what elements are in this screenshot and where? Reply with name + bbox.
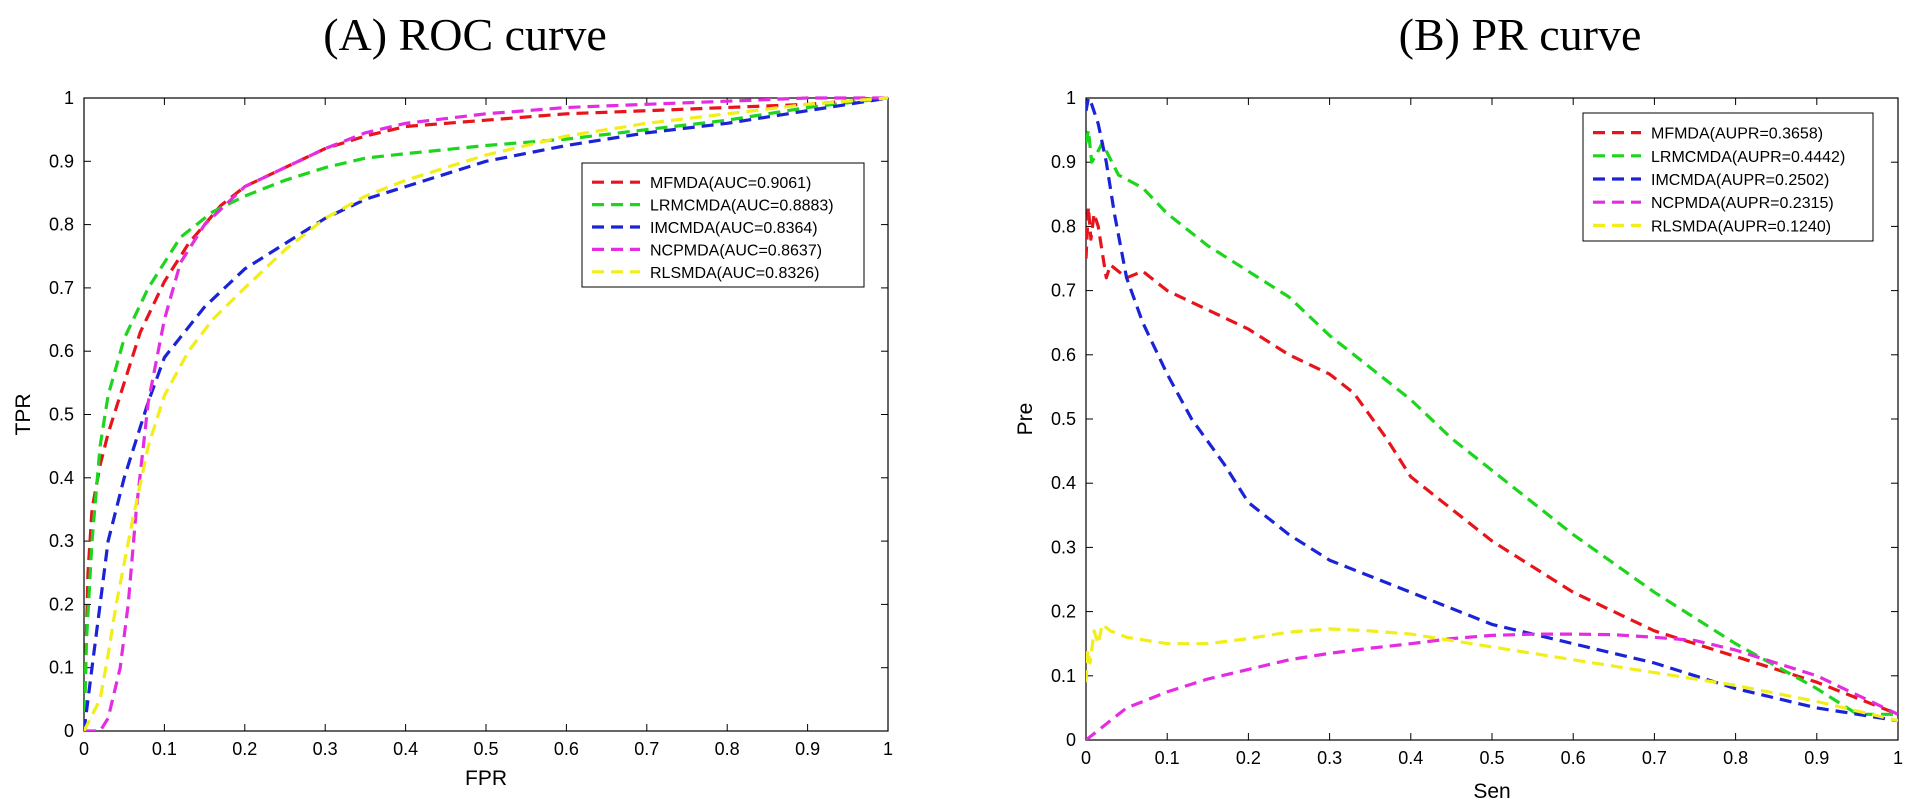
roc-ytick-label: 0.4 — [49, 468, 74, 488]
pr-series-line-2 — [1086, 96, 1898, 723]
pr-ytick-label: 0 — [1066, 730, 1076, 750]
pr-xtick-label: 0.8 — [1723, 748, 1748, 768]
pr-xtick-label: 1 — [1893, 748, 1903, 768]
pr-ytick-label: 0.3 — [1051, 537, 1076, 557]
pr-xtick-label: 0.7 — [1642, 748, 1667, 768]
roc-ytick-label: 0.5 — [49, 405, 74, 425]
pr-xtick-label: 0.2 — [1236, 748, 1261, 768]
pr-xtick-label: 0.4 — [1398, 748, 1423, 768]
pr-ytick-label: 0.2 — [1051, 602, 1076, 622]
pr-chart: 0 0.1 0.2 0.3 0.4 0.5 0.6 0.7 0.8 0.9 1 0 0.1 0.2 0.3 0… — [1014, 88, 1903, 803]
roc-xtick-label: 0.3 — [313, 739, 338, 759]
roc-xtick-label: 0.6 — [554, 739, 579, 759]
pr-legend-box — [1582, 112, 1874, 242]
pr-legend-label-2: IMCMDA(AUPR=0.2502) — [1651, 172, 1829, 189]
pr-xtick-label: 0.6 — [1561, 748, 1586, 768]
roc-ytick-label: 0 — [64, 721, 74, 741]
pr-y-axis-label: Pre — [1014, 403, 1037, 436]
roc-series-line-0 — [84, 96, 888, 731]
roc-xtick-label: 1 — [883, 739, 893, 759]
pr-ytick-label: 0.7 — [1051, 281, 1076, 301]
pr-xtick-label: 0.5 — [1479, 748, 1504, 768]
roc-xtick-label: 0 — [79, 739, 89, 759]
roc-xtick-label: 0.7 — [634, 739, 659, 759]
pr-xtick-label: 0 — [1081, 748, 1091, 768]
roc-xtick-label: 0.5 — [473, 739, 498, 759]
pr-x-axis-label: Sen — [1473, 780, 1510, 803]
roc-ytick-label: 0.2 — [49, 594, 74, 614]
pr-series-line-3 — [1086, 632, 1898, 740]
roc-legend-label-4: RLSMDA(AUC=0.8326) — [650, 265, 819, 282]
pr-legend-label-1: LRMCMDA(AUPR=0.4442) — [1651, 149, 1845, 166]
roc-series-line-2 — [84, 96, 888, 731]
roc-chart: 0 0.1 0.2 0.3 0.4 0.5 0.6 0.7 0.8 0.9 1 0 0.1 0.2 0.3 0… — [12, 88, 893, 790]
roc-xtick-label: 0.2 — [232, 739, 257, 759]
roc-series-line-3 — [84, 96, 888, 731]
roc-ytick-label: 0.3 — [49, 531, 74, 551]
roc-xtick-label: 0.8 — [715, 739, 740, 759]
roc-ytick-label: 0.7 — [49, 278, 74, 298]
pr-series-line-1 — [1086, 128, 1898, 716]
pr-legend-label-0: MFMDA(AUPR=0.3658) — [1651, 126, 1823, 143]
roc-legend-box — [581, 162, 865, 288]
roc-ytick-label: 1 — [64, 88, 74, 108]
pr-ytick-label: 0.1 — [1051, 666, 1076, 686]
roc-chart-title: (A) ROC curve — [323, 9, 607, 60]
pr-series-line-4 — [1086, 622, 1898, 723]
roc-legend-label-2: IMCMDA(AUC=0.8364) — [650, 220, 818, 237]
pr-xtick-label: 0.3 — [1317, 748, 1342, 768]
pr-ytick-label: 0.5 — [1051, 409, 1076, 429]
roc-x-axis-label: FPR — [465, 767, 507, 790]
pr-xtick-label: 0.1 — [1155, 748, 1180, 768]
roc-legend-label-0: MFMDA(AUC=0.9061) — [650, 175, 811, 192]
roc-xtick-label: 0.4 — [393, 739, 418, 759]
roc-xtick-label: 0.9 — [795, 739, 820, 759]
roc-series-line-1 — [84, 96, 888, 731]
roc-legend-label-1: LRMCMDA(AUC=0.8883) — [650, 198, 834, 215]
roc-ytick-label: 0.1 — [49, 658, 74, 678]
roc-xtick-label: 0.1 — [152, 739, 177, 759]
roc-legend-label-3: NCPMDA(AUC=0.8637) — [650, 242, 822, 259]
roc-ytick-label: 0.8 — [49, 215, 74, 235]
pr-chart-title: (B) PR curve — [1398, 9, 1642, 60]
pr-ytick-label: 0.9 — [1051, 152, 1076, 172]
pr-legend-label-4: RLSMDA(AUPR=0.1240) — [1651, 218, 1831, 235]
pr-series-line-0 — [1086, 205, 1898, 716]
pr-ytick-label: 0.8 — [1051, 216, 1076, 236]
roc-ytick-label: 0.6 — [49, 341, 74, 361]
pr-ytick-label: 0.4 — [1051, 473, 1076, 493]
pr-legend-label-3: NCPMDA(AUPR=0.2315) — [1651, 195, 1834, 212]
roc-series-line-4 — [84, 96, 888, 731]
pr-ytick-label: 1 — [1066, 88, 1076, 108]
roc-y-axis-label: TPR — [12, 394, 35, 436]
roc-ytick-label: 0.9 — [49, 151, 74, 171]
pr-xtick-label: 0.9 — [1804, 748, 1829, 768]
pr-ytick-label: 0.6 — [1051, 345, 1076, 365]
